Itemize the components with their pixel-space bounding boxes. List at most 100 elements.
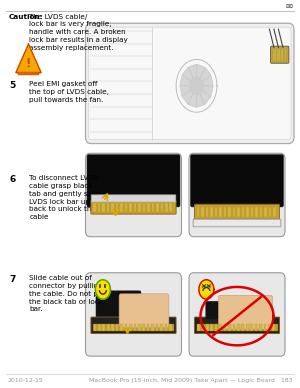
FancyBboxPatch shape (85, 23, 294, 144)
Bar (237, 324, 240, 331)
FancyBboxPatch shape (190, 155, 284, 207)
Polygon shape (196, 86, 205, 107)
Polygon shape (95, 280, 110, 299)
Bar (224, 324, 226, 331)
Text: 2010-12-15: 2010-12-15 (8, 378, 43, 383)
Bar (201, 206, 204, 217)
Text: ✉: ✉ (286, 2, 292, 11)
Bar (272, 324, 275, 331)
Bar (134, 324, 136, 331)
Bar (152, 203, 154, 212)
FancyBboxPatch shape (194, 204, 280, 219)
Bar (18, 71, 39, 75)
Bar (160, 203, 164, 212)
Bar (196, 206, 200, 217)
FancyBboxPatch shape (87, 155, 180, 207)
Bar (98, 324, 101, 331)
Bar (250, 324, 253, 331)
FancyBboxPatch shape (218, 295, 272, 329)
Bar (214, 206, 218, 217)
Bar (228, 206, 231, 217)
Bar (202, 324, 204, 331)
Bar (116, 203, 118, 212)
Bar (98, 203, 100, 212)
Polygon shape (180, 86, 196, 96)
Bar (147, 324, 149, 331)
FancyBboxPatch shape (193, 219, 281, 227)
Text: To disconnect LVDS
cable grasp black
tab and gently swing
LVDS lock bar up and
b: To disconnect LVDS cable grasp black tab… (29, 175, 106, 220)
Bar (93, 324, 174, 331)
Bar (151, 324, 154, 331)
Bar (142, 324, 145, 331)
Bar (273, 49, 274, 61)
Text: Slide cable out of
connector by pulling
the cable. Do not pull
the black tab or : Slide cable out of connector by pulling … (29, 275, 107, 312)
Bar (232, 206, 236, 217)
Bar (169, 324, 172, 331)
Bar (273, 206, 276, 217)
Bar (275, 49, 276, 61)
Polygon shape (190, 77, 203, 94)
Bar (281, 49, 282, 61)
Polygon shape (182, 67, 196, 86)
Bar (228, 324, 231, 331)
Bar (264, 324, 266, 331)
Bar (219, 206, 222, 217)
Bar (116, 324, 118, 331)
Bar (120, 324, 123, 331)
Bar (215, 324, 217, 331)
Bar (129, 324, 132, 331)
Bar (255, 324, 257, 331)
Bar (102, 203, 105, 212)
Bar (107, 324, 110, 331)
FancyBboxPatch shape (91, 317, 176, 334)
Text: 5: 5 (9, 81, 15, 90)
Bar (197, 324, 200, 331)
Bar (210, 206, 213, 217)
Bar (124, 203, 128, 212)
Bar (103, 324, 105, 331)
FancyBboxPatch shape (85, 273, 182, 356)
Bar (164, 324, 167, 331)
Polygon shape (16, 44, 41, 73)
Bar (282, 49, 283, 61)
Bar (142, 203, 146, 212)
Bar (232, 324, 235, 331)
Bar (156, 203, 159, 212)
Bar (255, 206, 258, 217)
Bar (156, 324, 158, 331)
FancyBboxPatch shape (189, 153, 285, 237)
Bar (134, 203, 136, 212)
FancyBboxPatch shape (96, 291, 141, 320)
FancyBboxPatch shape (88, 27, 291, 140)
Bar (268, 206, 272, 217)
Bar (278, 49, 279, 61)
Bar (242, 324, 244, 331)
Bar (147, 203, 150, 212)
Text: 7: 7 (9, 275, 15, 284)
Bar (259, 324, 262, 331)
Bar (111, 203, 114, 212)
Bar (237, 206, 240, 217)
Bar (124, 324, 127, 331)
Text: 6: 6 (9, 175, 15, 184)
Bar (94, 324, 96, 331)
Bar (169, 203, 172, 212)
Polygon shape (182, 86, 196, 104)
Bar (160, 324, 163, 331)
Polygon shape (188, 64, 196, 86)
Text: The LVDS cable/
lock bar is very fragile,
handle with care. A broken
lock bar re: The LVDS cable/ lock bar is very fragile… (29, 14, 128, 50)
Polygon shape (196, 86, 213, 97)
Bar (120, 203, 123, 212)
FancyBboxPatch shape (85, 153, 182, 237)
Polygon shape (196, 64, 205, 86)
FancyBboxPatch shape (119, 294, 169, 327)
Bar (138, 203, 141, 212)
Bar (260, 206, 262, 217)
FancyBboxPatch shape (91, 195, 176, 202)
Bar (210, 324, 213, 331)
Bar (138, 324, 141, 331)
Bar (165, 203, 168, 212)
Bar (285, 49, 286, 61)
FancyBboxPatch shape (91, 201, 176, 214)
Polygon shape (188, 86, 196, 107)
